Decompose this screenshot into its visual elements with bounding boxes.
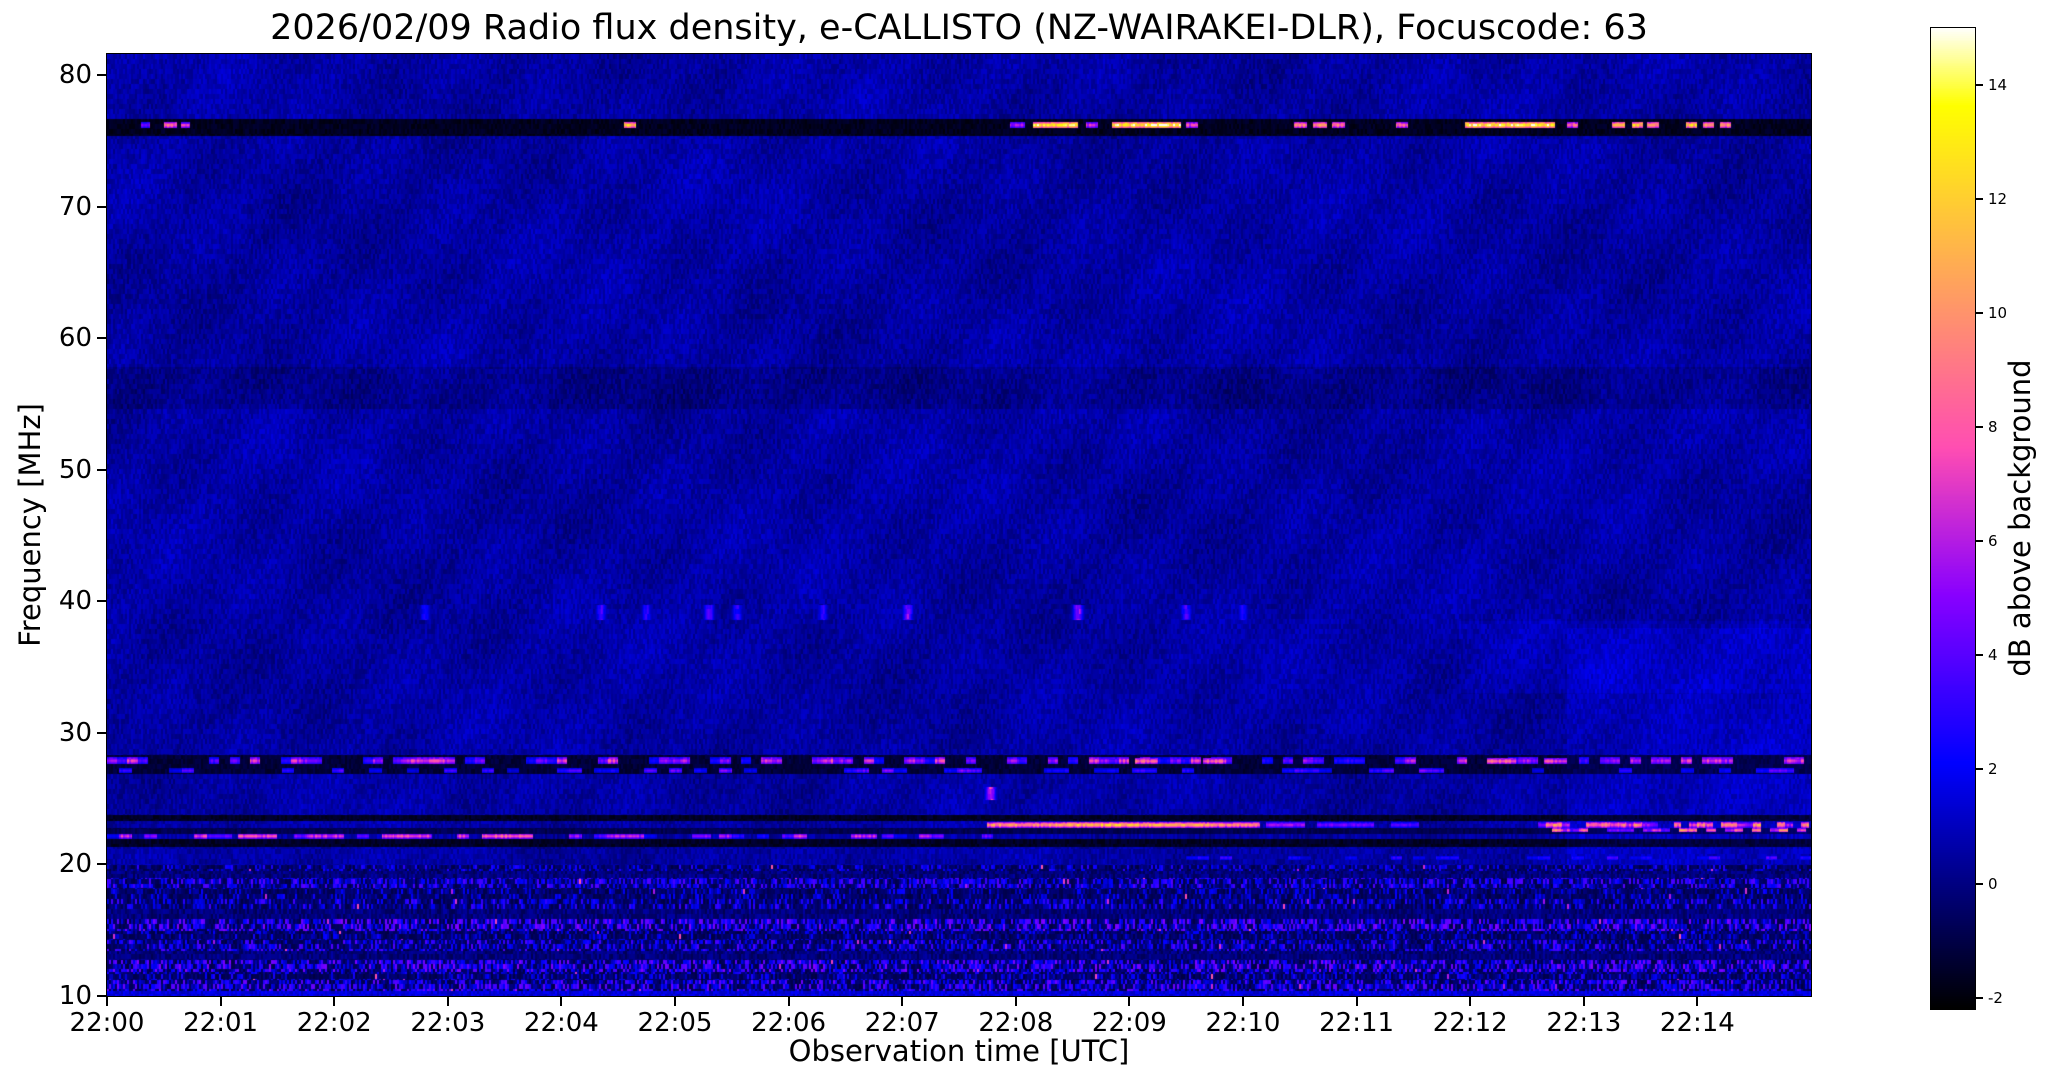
y-tick-label: 40 <box>58 586 92 617</box>
x-tick-mark <box>1469 997 1472 1006</box>
y-tick-mark <box>97 863 106 866</box>
colorbar-tick-label: 2 <box>1988 760 1998 779</box>
x-tick-label: 22:12 <box>1432 1008 1508 1038</box>
colorbar-tick-mark <box>1976 312 1983 315</box>
colorbar-tick-mark <box>1976 84 1983 87</box>
x-tick-label: 22:01 <box>183 1008 259 1038</box>
x-axis-label: Observation time [UTC] <box>788 1034 1130 1067</box>
x-tick-mark <box>901 997 904 1006</box>
x-tick-mark <box>106 997 108 1006</box>
x-tick-label: 22:04 <box>523 1008 599 1038</box>
colorbar-label: dB above background <box>2003 359 2037 677</box>
x-tick-mark <box>787 997 790 1006</box>
y-tick-mark <box>97 468 106 471</box>
y-tick-mark <box>97 995 106 997</box>
colorbar-tick-mark <box>1976 198 1983 201</box>
colorbar-tick-label: 0 <box>1988 874 1998 893</box>
y-tick-label: 70 <box>58 191 92 222</box>
colorbar-tick-label: 14 <box>1988 76 2008 95</box>
x-tick-label: 22:09 <box>1091 1008 1167 1038</box>
y-tick-mark <box>97 600 106 603</box>
x-tick-mark <box>560 997 563 1006</box>
colorbar-tick-label: -2 <box>1988 988 2003 1007</box>
x-tick-mark <box>1696 997 1699 1006</box>
y-tick-label: 80 <box>58 60 92 91</box>
y-tick-label: 50 <box>58 454 92 485</box>
spectrogram-canvas <box>106 53 1812 997</box>
y-tick-label: 60 <box>58 323 92 354</box>
colorbar-tick-mark <box>1976 426 1983 429</box>
x-tick-label: 22:11 <box>1319 1008 1395 1038</box>
colorbar-tick-label: 4 <box>1988 646 1998 665</box>
y-tick-label: 10 <box>58 981 92 1011</box>
x-tick-mark <box>1128 997 1131 1006</box>
y-tick-mark <box>97 731 106 734</box>
x-tick-mark <box>674 997 676 1006</box>
colorbar-tick-mark <box>1976 882 1983 885</box>
y-tick-mark <box>97 337 106 340</box>
colorbar-tick-mark <box>1976 540 1983 543</box>
x-tick-label: 22:07 <box>864 1008 940 1038</box>
colorbar-tick-label: 12 <box>1988 190 2008 209</box>
x-tick-label: 22:05 <box>637 1008 713 1038</box>
x-tick-label: 22:06 <box>751 1008 827 1038</box>
x-tick-mark <box>1582 997 1585 1006</box>
colorbar-tick-label: 6 <box>1988 532 1998 551</box>
x-tick-mark <box>1355 997 1358 1006</box>
colorbar-tick-mark <box>1976 996 1983 999</box>
x-tick-label: 22:02 <box>296 1008 372 1038</box>
x-tick-label: 22:03 <box>410 1008 486 1038</box>
x-tick-label: 22:14 <box>1659 1008 1735 1038</box>
x-tick-label: 22:10 <box>1205 1008 1281 1038</box>
chart-title: 2026/02/09 Radio flux density, e-CALLIST… <box>270 8 1648 48</box>
x-tick-mark <box>219 997 222 1006</box>
colorbar-tick-label: 10 <box>1988 304 2008 323</box>
y-tick-mark <box>97 205 106 208</box>
x-tick-label: 22:08 <box>978 1008 1054 1038</box>
colorbar-tick-label: 8 <box>1988 418 1998 437</box>
x-tick-mark <box>446 997 449 1006</box>
y-tick-label: 20 <box>58 849 92 880</box>
colorbar-tick-mark <box>1976 654 1983 657</box>
x-tick-label: 22:00 <box>69 1008 145 1038</box>
y-tick-mark <box>97 74 106 77</box>
x-tick-mark <box>1014 997 1017 1006</box>
x-tick-label: 22:13 <box>1546 1008 1622 1038</box>
colorbar-canvas <box>1930 27 1976 1010</box>
x-tick-mark <box>1242 997 1244 1006</box>
colorbar-tick-mark <box>1976 768 1983 771</box>
x-tick-mark <box>333 997 336 1006</box>
y-tick-label: 30 <box>58 717 92 748</box>
